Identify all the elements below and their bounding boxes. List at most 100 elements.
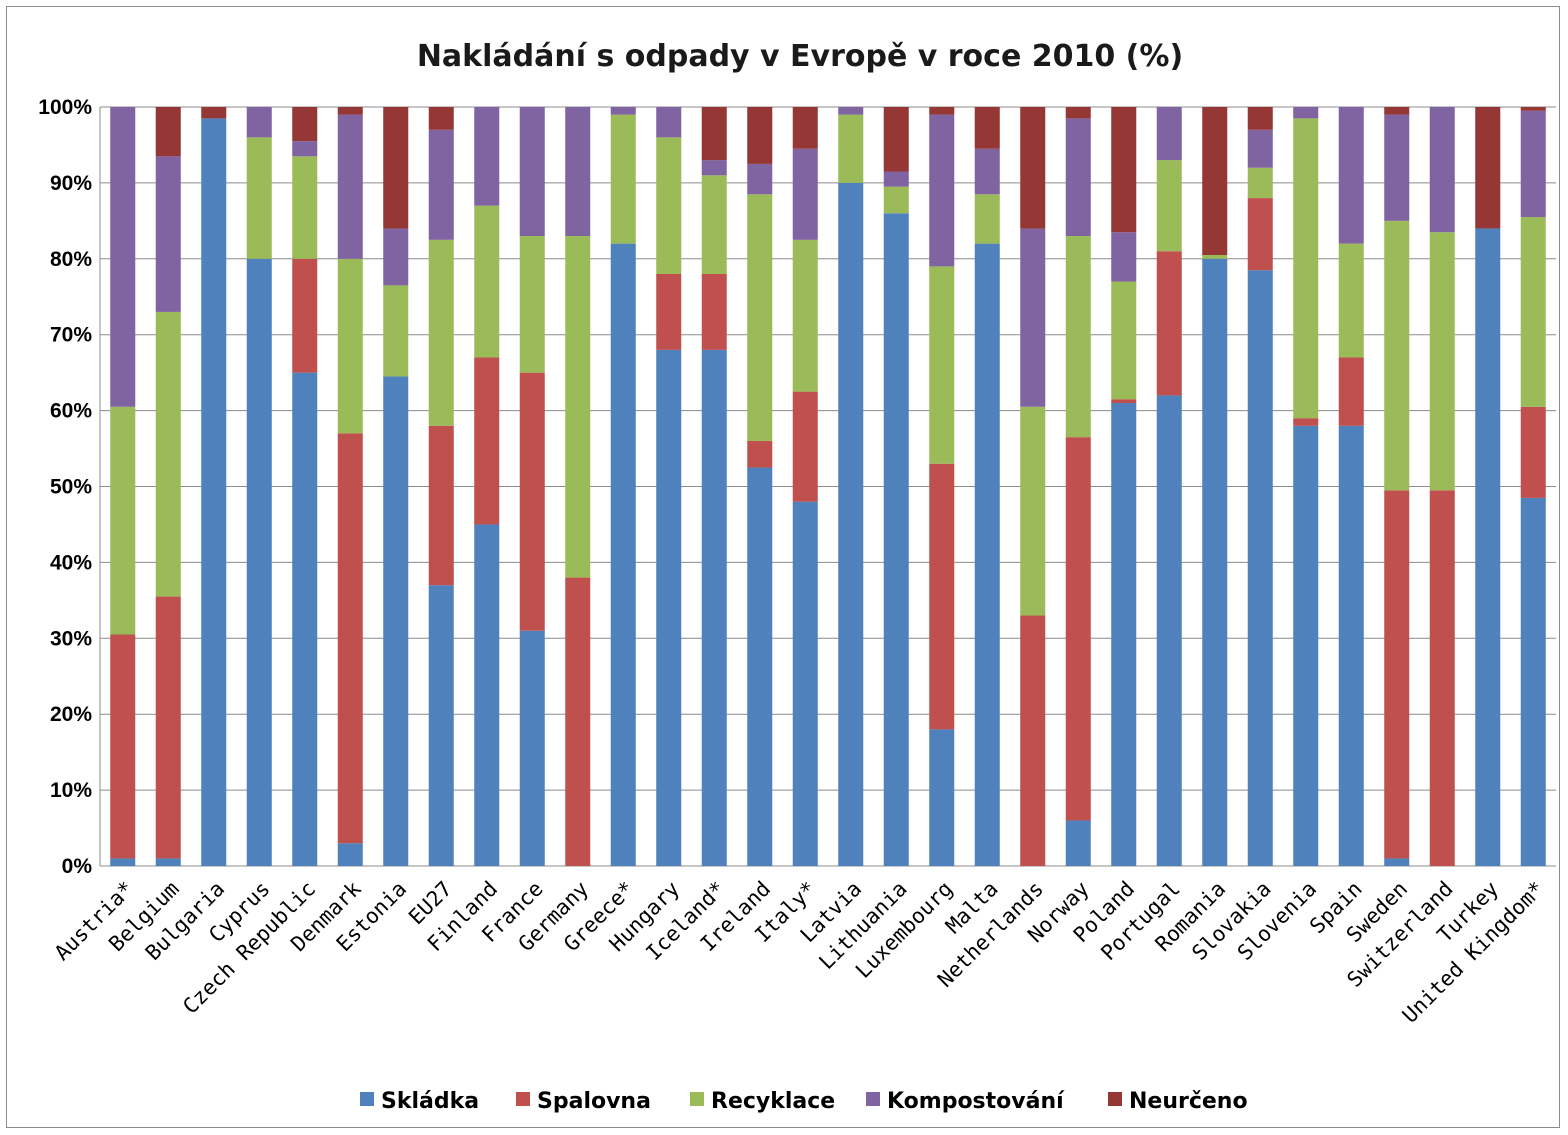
bar-segment: [656, 349, 682, 866]
y-tick-label: 40%: [50, 551, 92, 574]
bar-segment: [337, 107, 363, 115]
bar-segment: [1520, 217, 1546, 407]
bar-segment: [701, 175, 727, 274]
bar-segment: [610, 114, 636, 244]
bar-segment: [883, 186, 909, 214]
legend-swatch: [690, 1092, 704, 1106]
bar-segment: [337, 433, 363, 844]
bar-segment: [1520, 107, 1546, 111]
bar-segment: [1429, 107, 1455, 233]
bar-segment: [155, 107, 181, 157]
bar-segment: [701, 107, 727, 161]
y-tick-label: 10%: [50, 779, 92, 802]
bar-segment: [428, 585, 454, 866]
y-tick-label: 50%: [50, 476, 92, 499]
y-tick-label: 0%: [62, 855, 93, 878]
y-tick-label: 60%: [50, 400, 92, 423]
bar-segment: [1156, 251, 1182, 396]
bar-segment: [1202, 258, 1228, 866]
legend-label: Neurčeno: [1129, 1089, 1248, 1114]
bar-segment: [246, 107, 272, 138]
bar-segment: [701, 349, 727, 866]
bar-segment: [1156, 160, 1182, 252]
bar-segment: [792, 501, 818, 866]
bar-segment: [1247, 167, 1273, 199]
bar-segment: [383, 376, 409, 866]
bar-segment: [1111, 399, 1137, 404]
bar-segment: [246, 258, 272, 866]
bar-segment: [1520, 406, 1546, 498]
bar-segment: [428, 129, 454, 240]
y-tick-label: 30%: [50, 627, 92, 650]
bar-segment: [474, 205, 500, 358]
bar-segment: [929, 266, 955, 464]
bar-segment: [1020, 228, 1046, 407]
bar-segment: [1475, 107, 1501, 229]
bar-segment: [656, 137, 682, 274]
bar-segment: [519, 107, 545, 237]
bar-segment: [201, 107, 227, 119]
bar-segment: [656, 107, 682, 138]
legend-label: Spalovna: [537, 1089, 651, 1114]
bar-segment: [838, 114, 864, 183]
legend-label: Skládka: [381, 1089, 479, 1114]
bar-segment: [1156, 395, 1182, 866]
bar-segment: [1338, 425, 1364, 866]
bar-segment: [110, 858, 136, 866]
bar-segment: [1338, 357, 1364, 426]
bar-segment: [1520, 110, 1546, 218]
bar-segment: [292, 156, 318, 259]
bar-segment: [747, 194, 773, 441]
bar-segment: [974, 107, 1000, 149]
bar-segment: [610, 243, 636, 866]
bar-segment: [883, 107, 909, 172]
bar-segment: [474, 357, 500, 525]
bar-segment: [1293, 418, 1319, 426]
y-tick-label: 70%: [50, 324, 92, 347]
bar-segment: [792, 391, 818, 502]
bar-segment: [929, 114, 955, 267]
bar-segment: [1247, 198, 1273, 271]
bar-segment: [974, 148, 1000, 195]
bar-segment: [929, 107, 955, 115]
bar-segment: [565, 236, 591, 578]
bar-segment: [1111, 107, 1137, 233]
bar-segment: [1247, 129, 1273, 168]
bar-segment: [1020, 406, 1046, 616]
bar-segment: [1156, 107, 1182, 161]
bar-segment: [974, 194, 1000, 244]
bar-segment: [1202, 255, 1228, 259]
bar-segment: [1384, 220, 1410, 491]
y-tick-label: 80%: [50, 248, 92, 271]
bar-segment: [1520, 497, 1546, 866]
bar-segment: [1384, 858, 1410, 866]
bar-segment: [337, 114, 363, 259]
y-tick-label: 20%: [50, 703, 92, 726]
legend-swatch: [1108, 1092, 1122, 1106]
bar-segment: [292, 372, 318, 866]
bar-segment: [1065, 236, 1091, 438]
legend-label: Recyklace: [711, 1089, 835, 1114]
bar-segment: [1429, 232, 1455, 491]
bar-segment: [246, 137, 272, 259]
bar-segment: [1293, 118, 1319, 419]
bar-segment: [1020, 107, 1046, 229]
bar-segment: [337, 843, 363, 866]
bar-segment: [201, 118, 227, 866]
y-tick-label: 90%: [50, 172, 92, 195]
bar-segment: [1429, 490, 1455, 866]
bar-segment: [292, 258, 318, 373]
bar-segment: [428, 239, 454, 426]
bar-segment: [1065, 107, 1091, 119]
bar-segment: [1384, 114, 1410, 221]
bar-segment: [929, 729, 955, 866]
bar-segment: [747, 163, 773, 195]
bar-segment: [428, 425, 454, 586]
bar-segment: [383, 285, 409, 377]
bar-segment: [1111, 281, 1137, 400]
bar-segment: [747, 107, 773, 164]
y-axis: 0% 10% 20% 30% 40% 50% 60% 70% 80% 90% 100%: [38, 96, 101, 878]
bar-segment: [1475, 228, 1501, 866]
